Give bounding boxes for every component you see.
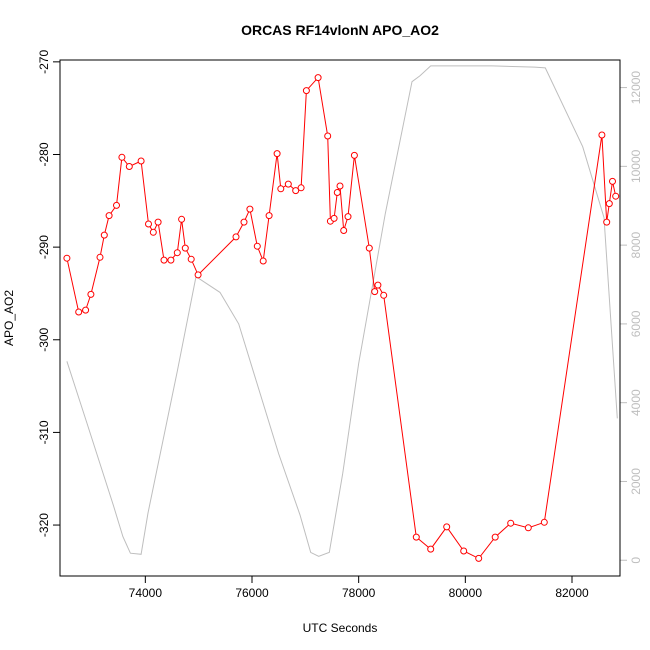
apo-point [178,215,186,223]
apo-point [507,519,515,527]
apo-point [314,74,322,82]
apo-point [265,212,273,220]
apo-point [371,288,379,296]
apo-series [63,74,620,562]
apo-point [598,131,606,139]
apo-point [365,244,373,252]
apo-point [253,242,261,250]
apo-point [160,256,168,264]
apo-point [87,290,95,298]
chart-title: ORCAS RF14vlonN APO_AO2 [241,22,439,38]
apo-point [137,157,145,165]
apo-point [350,151,358,159]
apo-point [443,523,451,531]
apo-point [340,227,348,234]
apo-point [297,184,305,192]
apo-point [240,218,248,226]
apo-point [380,291,388,299]
y-tick-label: -310 [37,420,51,444]
apo-point [284,180,292,188]
x-tick-label: 82000 [555,586,589,600]
apo-point [63,254,71,262]
apo-point [273,150,281,158]
apo-point [96,253,104,261]
apo-point [333,189,341,196]
apo-point [302,87,310,95]
altitude-line [66,65,618,557]
x-axis-label: UTC Seconds [303,621,378,635]
apo-point [118,153,126,161]
y2-tick-label: 4000 [629,389,643,416]
y-axis-label: APO_AO2 [2,290,16,346]
apo-point [330,214,338,222]
apo-point [181,244,189,252]
plot-frame [59,59,621,577]
apo-point [324,132,332,140]
apo-point [524,524,532,532]
apo-point [491,533,499,541]
apo-point [277,185,285,193]
apo-point [82,306,90,314]
x-tick-label: 78000 [342,586,376,600]
apo-point [540,518,548,526]
altitude-series [66,65,618,557]
apo-point [149,228,157,236]
y2-tick-label: 8000 [629,231,643,258]
y-tick-label: -280 [37,142,51,166]
apo-point [246,205,254,213]
apo-point [292,187,300,195]
x-tick-label: 76000 [235,586,269,600]
y2-tick-label: 12000 [629,71,643,105]
apo-point [374,281,382,289]
apo-point [173,249,181,257]
y-tick-label: -290 [37,235,51,259]
apo-point [125,163,133,170]
axes: 74000 76000 78000 80000 82000-320-310-300-29… [37,50,643,600]
y-tick-label: -270 [37,50,51,74]
apo-point [427,545,435,553]
apo-point [100,231,108,239]
apo-point [412,533,420,541]
apo-point [145,220,152,228]
apo-point [460,547,468,555]
x-tick-label: 74000 [129,586,163,600]
apo-point [603,218,611,226]
apo-point [605,200,613,208]
apo-point [194,271,202,279]
apo-point [612,192,620,200]
y2-tick-label: 10000 [629,149,643,183]
y2-tick-label: 2000 [629,468,643,495]
y-tick-label: -300 [37,327,51,351]
y-tick-label: -320 [37,513,51,537]
apo-point [187,255,195,263]
y2-tick-label: 6000 [629,310,643,337]
apo-point [105,212,113,220]
apo-point [232,233,240,241]
x-tick-label: 80000 [449,586,483,600]
y2-tick-label: 0 [629,557,643,564]
apo-point [475,554,483,562]
apo-point [154,218,162,226]
apo-point [75,308,83,316]
apo-point [259,257,267,265]
apo-point [344,213,352,221]
apo-point [167,256,175,264]
apo-point [609,177,616,185]
apo-point [113,201,120,209]
apo-point [336,182,344,190]
